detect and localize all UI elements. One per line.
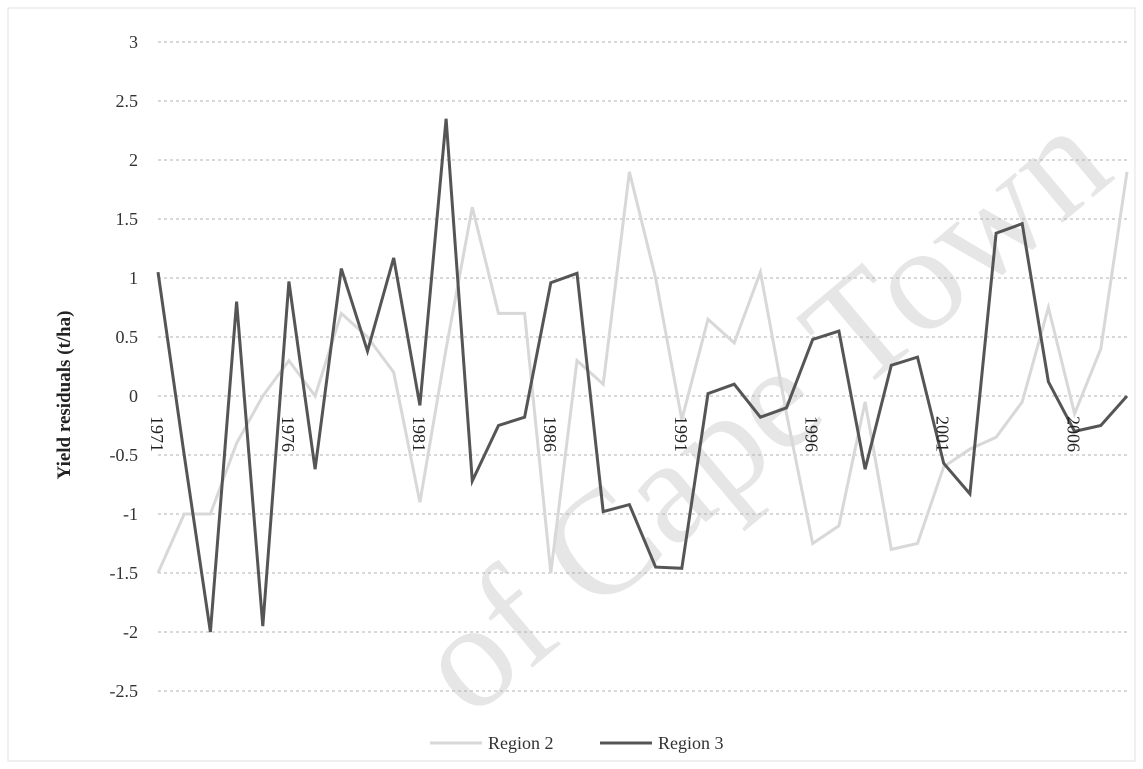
y-tick-label: -1: [123, 504, 138, 524]
chart-border: [7, 7, 1136, 762]
x-tick-labels: 1971 1976 1981 1986 1991 1996 2001 2006: [147, 416, 1084, 452]
y-axis-title: Yield residuals (t/ha): [54, 311, 75, 480]
series-line-region-2: [156, 171, 1129, 574]
y-tick-label: 2.5: [116, 91, 139, 111]
y-tick-label: -2: [123, 622, 138, 642]
x-tick-label: 1971: [147, 416, 167, 452]
y-tick-label: 0: [129, 386, 138, 406]
series-line-region-3: [156, 118, 1129, 633]
y-tick-label: 0.5: [116, 327, 139, 347]
y-tick-label: 1: [129, 268, 138, 288]
x-tick-label: 1986: [540, 416, 560, 452]
y-tick-labels: 3 2.5 2 1.5 1 0.5 0 -0.5 -1 -1.5 -2 -2.5: [110, 32, 139, 701]
legend: Region 2 Region 3: [430, 733, 724, 753]
legend-label-region-3: Region 3: [658, 733, 724, 753]
x-tick-label: 1981: [409, 416, 429, 452]
x-tick-label: 2006: [1064, 416, 1084, 452]
legend-label-region-2: Region 2: [488, 733, 554, 753]
y-tick-label: -0.5: [110, 445, 139, 465]
series-layer: [156, 118, 1129, 633]
y-tick-label: -2.5: [110, 681, 139, 701]
x-tick-label: 1996: [802, 416, 822, 452]
y-tick-label: -1.5: [110, 563, 139, 583]
y-tick-label: 1.5: [116, 209, 139, 229]
y-tick-label: 2: [129, 150, 138, 170]
y-tick-label: 3: [129, 32, 138, 52]
x-tick-label: 2001: [933, 416, 953, 452]
x-tick-label: 1991: [671, 416, 691, 452]
x-tick-label: 1976: [278, 416, 298, 452]
